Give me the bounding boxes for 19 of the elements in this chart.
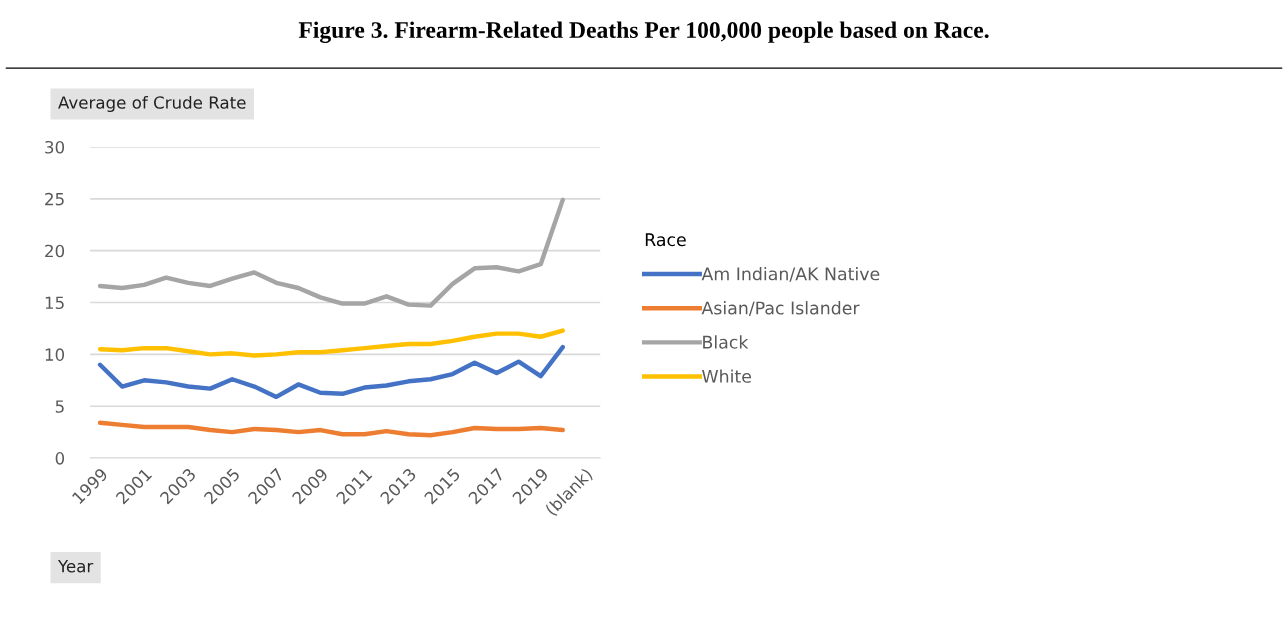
y-tick-label: 0 — [55, 452, 65, 465]
legend-label: White — [702, 369, 752, 383]
x-axis-title: Year — [57, 560, 94, 573]
chart-title: Figure 3. Firearm-Related Deaths Per 100,000 people based on Race. — [298, 21, 989, 43]
y-tick-label: 20 — [45, 244, 65, 258]
line-series — [97, 197, 565, 308]
legend-label: Asian/Pac Islander — [701, 301, 860, 316]
legend-label: Black — [703, 335, 749, 349]
line-series — [97, 344, 565, 400]
legend-title: Race — [645, 233, 686, 247]
y-tick-label: 10 — [45, 348, 65, 361]
line-series — [97, 328, 565, 358]
y-tick-label: 30 — [45, 140, 65, 154]
y-axis-title: Average of Crude Rate — [58, 95, 246, 113]
legend-label: Am Indian/AK Native — [701, 266, 880, 282]
y-tick-label: 5 — [55, 400, 64, 413]
y-tick-label: 25 — [45, 192, 64, 206]
y-tick-label: 15 — [45, 296, 64, 310]
line-series — [97, 420, 565, 438]
